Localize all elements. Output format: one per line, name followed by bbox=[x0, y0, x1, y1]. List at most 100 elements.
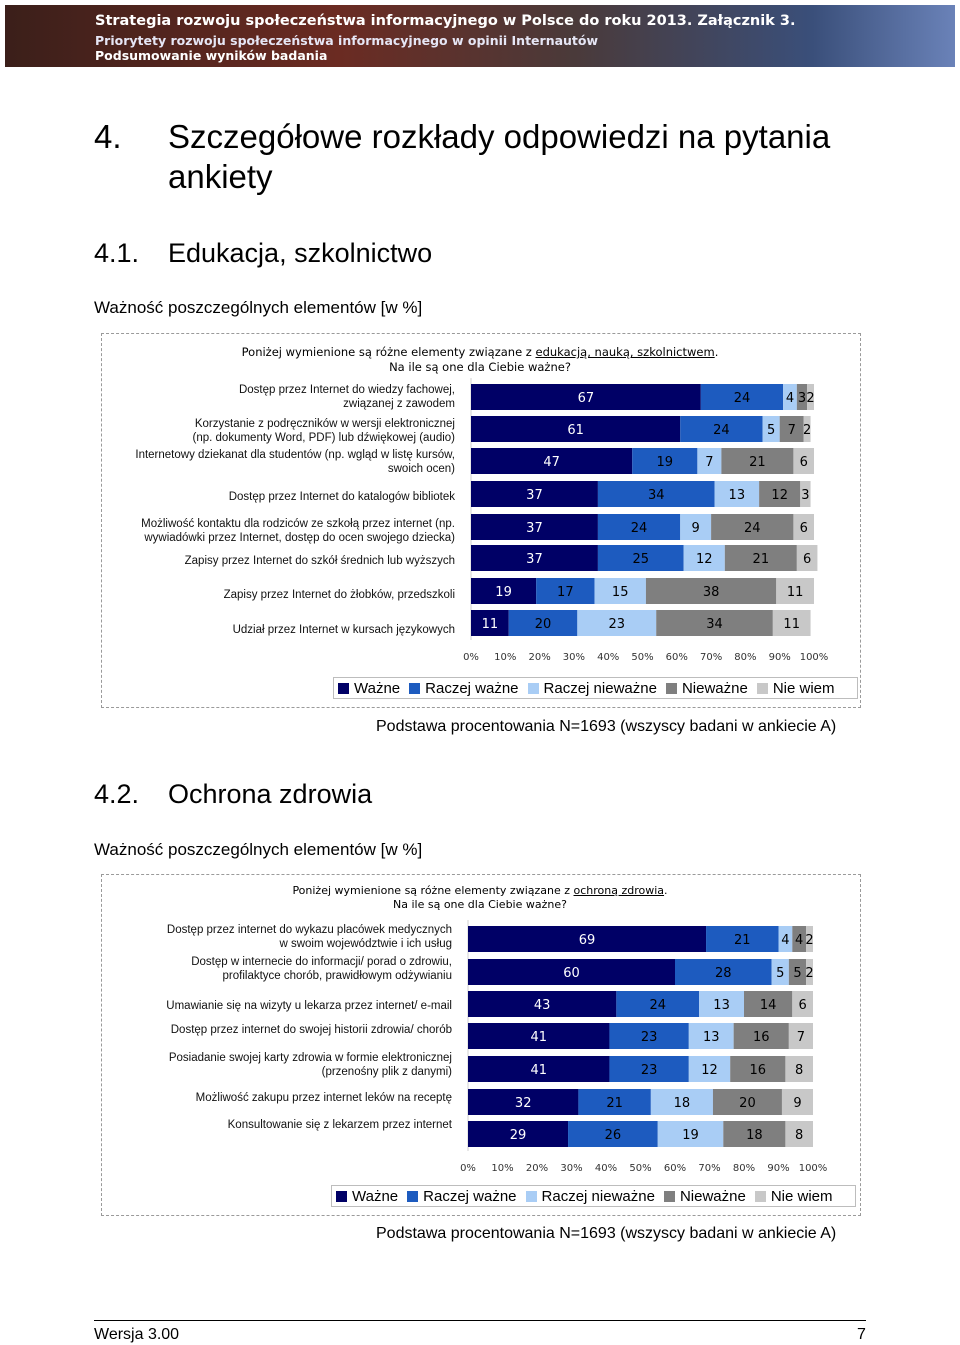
bar-segment bbox=[568, 1121, 658, 1147]
bar-segment bbox=[688, 1056, 731, 1082]
bar-segment bbox=[471, 610, 509, 636]
chart-1-footnote: Podstawa procentowania N=1693 (wszyscy b… bbox=[376, 718, 837, 735]
legend-label: Nieważne bbox=[681, 679, 748, 697]
bar-segment bbox=[788, 1023, 813, 1049]
data-label: 4 bbox=[781, 933, 789, 948]
category-label-line: Dostęp przez Internet do wiedzy fachowej… bbox=[238, 384, 455, 396]
bar-segment bbox=[468, 991, 617, 1017]
bar-segment bbox=[778, 926, 793, 952]
section-number: 4. bbox=[94, 118, 122, 155]
bar-segment bbox=[785, 1121, 813, 1147]
bar-segment bbox=[792, 926, 807, 952]
bar-segment bbox=[471, 384, 701, 410]
bar-segment bbox=[800, 481, 811, 507]
bar-segment bbox=[680, 416, 763, 442]
tick-label: 20% bbox=[528, 652, 550, 663]
data-label: 21 bbox=[734, 933, 751, 948]
data-label: 7 bbox=[788, 423, 796, 438]
subsection-1-caption: Ważność poszczególnych elementów [w %] bbox=[94, 298, 423, 317]
bar-segment bbox=[783, 384, 797, 410]
bar-segment bbox=[762, 416, 780, 442]
bar-segment bbox=[594, 578, 646, 604]
data-label: 5 bbox=[776, 966, 784, 981]
legend-label: Nieważne bbox=[679, 1187, 746, 1205]
data-label: 2 bbox=[805, 966, 813, 981]
legend-label: Nie wiem bbox=[770, 1187, 833, 1205]
data-label: 23 bbox=[641, 1030, 658, 1045]
data-label: 21 bbox=[606, 1096, 623, 1111]
chart-1-svg: 67 24 4 3 261 24 5 7 247 19 7 21 637 34 13 12 337 24 9 24 63… bbox=[463, 378, 828, 663]
data-label: 32 bbox=[515, 1096, 532, 1111]
data-label: 67 bbox=[578, 391, 595, 406]
data-label: 20 bbox=[535, 617, 552, 632]
bar-segment bbox=[597, 481, 715, 507]
chart-1-question-a: Poniżej wymienione są różne elementy zwi… bbox=[241, 345, 536, 359]
data-label: 21 bbox=[753, 552, 770, 567]
subsection-2-caption: Ważność poszczególnych elementów [w %] bbox=[94, 840, 423, 859]
data-label: 29 bbox=[510, 1128, 527, 1143]
bar-segment bbox=[609, 1023, 689, 1049]
bar-segment bbox=[597, 545, 684, 571]
legend-label: Nie wiem bbox=[772, 679, 835, 697]
subsection-1-title: Edukacja, szkolnictwo bbox=[168, 238, 433, 268]
category-label-line: swoich ocen) bbox=[387, 463, 455, 475]
bar-segment bbox=[468, 926, 707, 952]
chart-2-legend: Ważne Raczej ważne Raczej nieważne Nieważne… bbox=[331, 1185, 856, 1207]
bar-segment bbox=[471, 514, 598, 540]
tick-label: 90% bbox=[769, 652, 791, 663]
data-label: 38 bbox=[703, 585, 720, 600]
category-label-line: Udział przez Internet w kursach językowy… bbox=[232, 624, 455, 636]
chart-1-legend: Ważne Raczej ważne Raczej nieważne Nieważne… bbox=[333, 677, 858, 699]
data-label: 24 bbox=[649, 998, 666, 1013]
data-label: 60 bbox=[563, 966, 580, 981]
data-label: 18 bbox=[674, 1096, 691, 1111]
category-label-line: Konsultowanie się z lekarzem przez inter… bbox=[227, 1119, 452, 1131]
category-label: Internetowy dziekanat dla studentów (np.… bbox=[135, 448, 455, 476]
header-line-2: Priorytety rozwoju społeczeństwa informa… bbox=[95, 33, 599, 48]
chart-1-question: Poniżej wymienione są różne elementy zwi… bbox=[120, 345, 840, 375]
tick-label: 90% bbox=[767, 1163, 789, 1174]
category-label-line: Umawianie się na wizyty u lekarza przez … bbox=[166, 1000, 452, 1012]
header-line-3: Podsumowanie wyników badania bbox=[95, 48, 328, 63]
bar-segment bbox=[744, 991, 793, 1017]
bar-segment bbox=[793, 448, 814, 474]
bar-segment bbox=[776, 578, 814, 604]
category-label: Możliwość zakupu przez internet leków na… bbox=[196, 1091, 452, 1105]
data-label: 11 bbox=[482, 617, 499, 632]
data-label: 4 bbox=[795, 933, 803, 948]
legend-swatch bbox=[663, 1190, 675, 1202]
category-label: Korzystanie z podręczników w wersji elek… bbox=[193, 417, 455, 445]
bar-segment bbox=[675, 959, 772, 985]
legend-swatch bbox=[665, 682, 677, 694]
data-label: 5 bbox=[793, 966, 801, 981]
chart-2-question-c: . bbox=[664, 884, 668, 897]
category-label-line: Posiadanie swojej karty zdrowia w formie… bbox=[168, 1052, 452, 1064]
bar-segment bbox=[536, 578, 595, 604]
chart-1-question-c: . bbox=[714, 345, 719, 359]
legend-item: Raczej nieważne bbox=[527, 680, 657, 697]
legend-item: Nie wiem bbox=[754, 1187, 833, 1205]
legend-item: Nieważne bbox=[663, 1187, 746, 1205]
bar-segment bbox=[632, 448, 698, 474]
data-label: 20 bbox=[739, 1096, 756, 1111]
bar-segment bbox=[609, 1056, 689, 1082]
legend-label: Raczej ważne bbox=[425, 679, 519, 697]
bar-segment bbox=[714, 481, 760, 507]
data-label: 11 bbox=[783, 617, 800, 632]
bar-segment bbox=[657, 1121, 724, 1147]
data-label: 12 bbox=[771, 488, 788, 503]
bar-segment bbox=[468, 1089, 579, 1115]
bar-segment bbox=[792, 991, 813, 1017]
legend-label: Raczej nieważne bbox=[541, 1187, 655, 1205]
data-label: 15 bbox=[612, 585, 629, 600]
data-label: 3 bbox=[798, 391, 806, 406]
data-label: 24 bbox=[744, 521, 761, 536]
category-label-line: Internetowy dziekanat dla studentów (np.… bbox=[135, 449, 455, 461]
data-label: 34 bbox=[648, 488, 665, 503]
bar-segment bbox=[803, 416, 811, 442]
tick-label: 40% bbox=[595, 1163, 617, 1174]
category-label: Zapisy przez Internet do żłobków, przeds… bbox=[224, 588, 455, 602]
chart-1-frame bbox=[101, 333, 861, 708]
category-label-line: wywiadówki przez Internet, dostęp do oce… bbox=[144, 532, 455, 544]
bar-segment bbox=[806, 959, 813, 985]
